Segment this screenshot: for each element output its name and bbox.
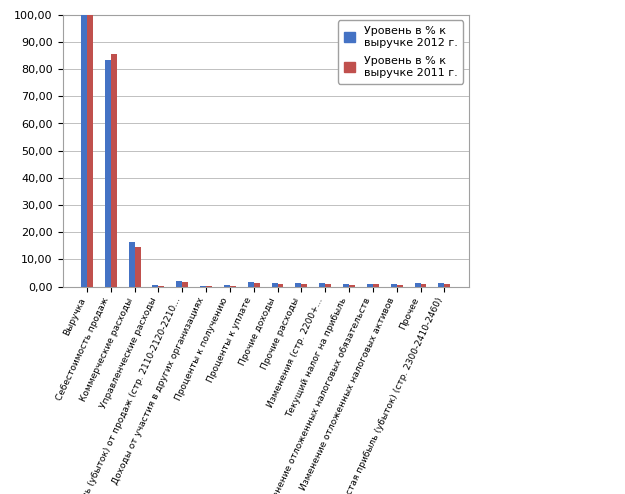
Bar (176, 281, 182, 287)
Bar (111, 54, 117, 287)
Bar (87, 15, 93, 287)
Bar (134, 247, 141, 287)
Legend: Уровень в % к
выручке 2012 г., Уровень в % к
выручке 2011 г.: Уровень в % к выручке 2012 г., Уровень в… (338, 20, 463, 83)
Bar (421, 285, 426, 287)
Bar (105, 60, 111, 287)
Bar (158, 286, 164, 287)
Bar (230, 286, 236, 287)
Bar (272, 283, 278, 287)
Bar (444, 285, 450, 287)
Bar (391, 284, 397, 287)
Bar (152, 286, 158, 287)
Bar (224, 285, 230, 287)
Bar (343, 284, 349, 287)
Bar (200, 286, 206, 287)
Bar (296, 283, 301, 287)
Bar (301, 285, 308, 287)
Bar (349, 285, 355, 287)
Bar (397, 285, 402, 287)
Bar (206, 286, 212, 287)
Bar (278, 285, 284, 287)
Bar (438, 283, 444, 287)
Bar (182, 282, 188, 287)
Bar (325, 285, 331, 287)
Bar (319, 283, 325, 287)
Bar (367, 284, 373, 287)
Bar (248, 282, 254, 287)
Bar (254, 283, 259, 287)
Bar (414, 283, 421, 287)
Bar (81, 15, 87, 287)
Bar (129, 242, 134, 287)
Bar (373, 285, 379, 287)
